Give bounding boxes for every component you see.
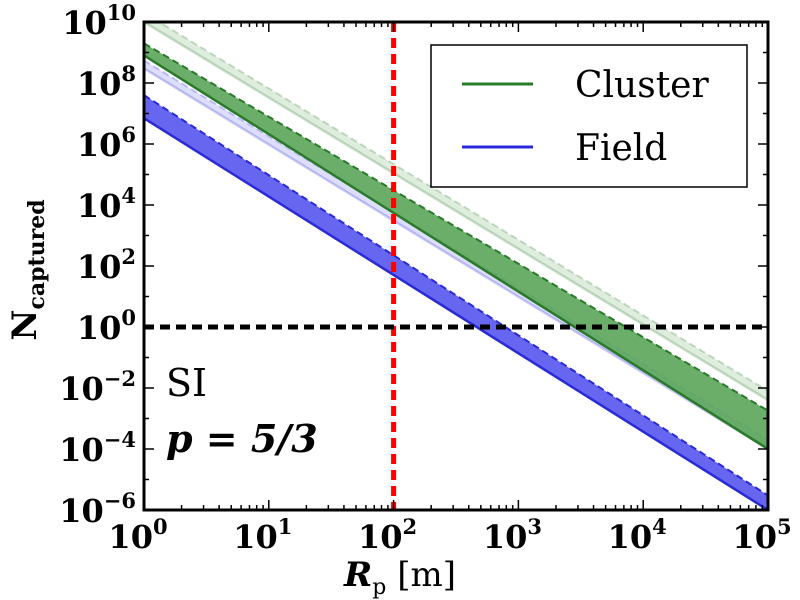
y-tick-label: 10−6 xyxy=(59,488,136,530)
y-tick-label: 102 xyxy=(77,244,136,286)
band-field-main xyxy=(144,95,768,510)
legend-box xyxy=(430,44,748,188)
y-tick-label: 10−4 xyxy=(59,427,136,469)
legend: Cluster Field xyxy=(430,44,748,188)
y-tick-labels: 10−6 10−4 10−2 100 102 104 106 108 1010 xyxy=(59,0,136,530)
y-tick-label: 104 xyxy=(77,183,136,225)
x-tick-label: 100 xyxy=(108,514,167,556)
band-lower-edge-cluster-faint xyxy=(144,22,768,402)
band-cluster-main xyxy=(144,43,768,450)
y-tick-label: 100 xyxy=(77,305,136,347)
band-cluster-faint xyxy=(144,22,768,401)
legend-label-cluster: Cluster xyxy=(575,65,709,106)
series-bands xyxy=(144,22,768,510)
annotation-si: SI xyxy=(166,361,207,405)
y-tick-label: 10−2 xyxy=(59,366,136,408)
x-tick-label: 101 xyxy=(233,514,292,556)
annotation-p-value: p = 5/3 xyxy=(166,416,318,461)
x-tick-label: 102 xyxy=(358,514,417,556)
reference-lines xyxy=(144,22,768,510)
y-tick-label: 108 xyxy=(77,61,136,103)
legend-label-field: Field xyxy=(575,128,667,169)
x-axis-label: Rp [m] xyxy=(343,555,456,600)
band-lower-edge-field-main xyxy=(144,117,768,510)
y-axis-label: Ncaptured xyxy=(5,199,50,340)
plot-frame xyxy=(142,20,770,512)
band-lower-edge-field-faint xyxy=(144,67,768,451)
y-tick-label: 1010 xyxy=(62,0,136,42)
band-upper-edge-field-main xyxy=(144,94,768,497)
x-tick-label: 105 xyxy=(732,514,791,556)
x-tick-label: 103 xyxy=(483,514,542,556)
x-tick-labels: 100 101 102 103 104 105 xyxy=(108,514,791,556)
band-lower-edge-cluster-main xyxy=(144,54,768,451)
y-tick-label: 106 xyxy=(77,122,136,164)
x-tick-label: 104 xyxy=(608,514,667,556)
